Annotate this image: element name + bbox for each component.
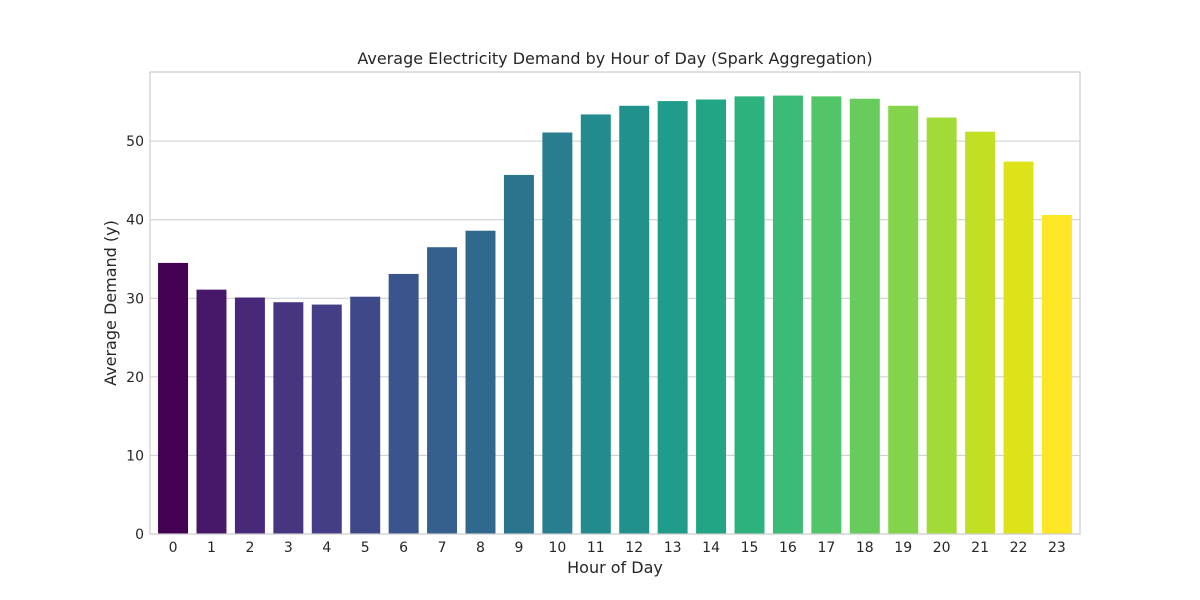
x-tick-label: 2 bbox=[245, 540, 254, 556]
y-tick-label: 40 bbox=[126, 213, 144, 229]
bar-hour-10 bbox=[542, 132, 573, 534]
x-tick-label: 6 bbox=[399, 540, 408, 556]
x-tick-label: 15 bbox=[741, 540, 759, 556]
chart-title: Average Electricity Demand by Hour of Da… bbox=[357, 49, 872, 68]
x-tick-label: 23 bbox=[1048, 540, 1066, 556]
x-tick-label: 9 bbox=[514, 540, 523, 556]
y-tick-label: 50 bbox=[126, 134, 144, 150]
bar-hour-20 bbox=[926, 117, 957, 535]
x-tick-label: 11 bbox=[587, 540, 605, 556]
x-tick-label: 1 bbox=[207, 540, 216, 556]
bar-hour-16 bbox=[772, 95, 803, 535]
x-tick-label: 18 bbox=[856, 540, 874, 556]
x-tick-label: 22 bbox=[1010, 540, 1028, 556]
x-tick-label: 17 bbox=[817, 540, 835, 556]
bar-hour-18 bbox=[849, 98, 880, 534]
x-tick-label: 12 bbox=[625, 540, 643, 556]
bar-hour-15 bbox=[734, 96, 765, 534]
x-tick-label: 19 bbox=[894, 540, 912, 556]
y-tick-label: 0 bbox=[135, 527, 144, 543]
x-tick-label: 14 bbox=[702, 540, 720, 556]
y-tick-label: 10 bbox=[126, 448, 144, 464]
bar-hour-7 bbox=[427, 247, 458, 534]
x-tick-label: 21 bbox=[971, 540, 989, 556]
x-tick-labels: 0 1 2 3 4 5 6 7 8 9 10 11 12 13 14 15 16 17 18 19 20 21 22 23 bbox=[169, 540, 1066, 556]
x-tick-label: 10 bbox=[548, 540, 566, 556]
bar-hour-8 bbox=[465, 230, 496, 534]
bar-hour-4 bbox=[311, 304, 342, 534]
y-tick-label: 30 bbox=[126, 291, 144, 307]
bar-hour-3 bbox=[273, 302, 304, 534]
bar-hour-2 bbox=[234, 297, 265, 534]
x-tick-label: 5 bbox=[361, 540, 370, 556]
bar-hour-19 bbox=[888, 105, 919, 535]
x-tick-label: 13 bbox=[664, 540, 682, 556]
bar-hour-14 bbox=[696, 99, 727, 534]
x-tick-label: 0 bbox=[169, 540, 178, 556]
bar-hour-21 bbox=[965, 131, 996, 534]
x-tick-label: 4 bbox=[322, 540, 331, 556]
grid-lines bbox=[150, 140, 1080, 456]
plot-frame bbox=[149, 71, 1081, 535]
x-tick-label: 7 bbox=[438, 540, 447, 556]
x-tick-label: 8 bbox=[476, 540, 485, 556]
bar-hour-0 bbox=[158, 262, 189, 534]
bar-hour-13 bbox=[657, 101, 688, 535]
bar-hour-9 bbox=[503, 174, 534, 534]
bar-hour-1 bbox=[196, 289, 227, 534]
x-tick-label: 16 bbox=[779, 540, 797, 556]
x-axis-label: Hour of Day bbox=[567, 558, 663, 577]
x-tick-label: 3 bbox=[284, 540, 293, 556]
bar-hour-6 bbox=[388, 273, 419, 534]
bar-hour-22 bbox=[1003, 161, 1034, 535]
x-tick-label: 20 bbox=[933, 540, 951, 556]
bar-hour-17 bbox=[811, 96, 842, 534]
bars bbox=[158, 95, 1072, 535]
bar-hour-23 bbox=[1041, 215, 1072, 534]
bar-hour-11 bbox=[580, 114, 611, 534]
y-tick-label: 20 bbox=[126, 370, 144, 386]
y-tick-labels: 0 10 20 30 40 50 bbox=[126, 134, 144, 543]
bar-hour-12 bbox=[619, 105, 650, 535]
bar-hour-5 bbox=[350, 296, 381, 534]
y-axis-label: Average Demand (y) bbox=[101, 220, 120, 386]
